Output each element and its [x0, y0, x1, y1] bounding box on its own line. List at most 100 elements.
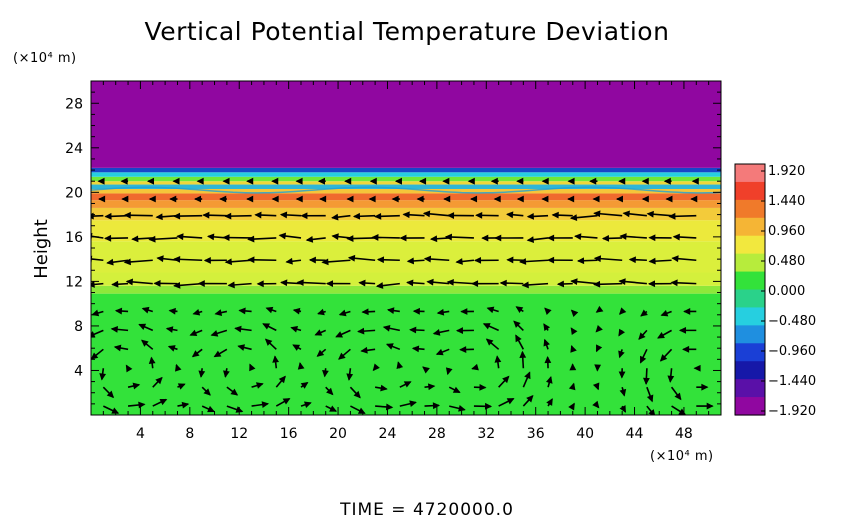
colorbar-label: −0.480 [768, 314, 816, 329]
wind-arrowhead [123, 258, 131, 266]
wind-arrowhead [282, 398, 291, 405]
wind-arrowhead [619, 388, 627, 397]
wind-arrowhead [247, 256, 255, 264]
wind-arrowhead [432, 402, 441, 410]
wind-arrowhead [375, 282, 384, 289]
wind-arrowhead [494, 234, 502, 242]
wind-arrowhead [121, 195, 129, 203]
wind-arrowhead [203, 388, 211, 396]
wind-arrowhead [693, 364, 701, 372]
wind-arrowhead [628, 256, 636, 264]
wind-arrowhead [396, 361, 404, 369]
wind-arrowhead [593, 210, 601, 218]
wind-arrowhead [595, 305, 604, 313]
wind-arrowhead [177, 383, 186, 390]
wind-arrowhead [543, 323, 551, 332]
temperature-layer [91, 193, 721, 201]
wind-arrowhead [646, 210, 654, 218]
wind-arrowhead [682, 345, 690, 353]
wind-arrowhead [546, 398, 553, 406]
wind-arrowhead [189, 329, 198, 337]
wind-arrowhead [543, 338, 550, 347]
wind-arrowhead [222, 177, 230, 185]
wind-arrowhead [210, 330, 219, 337]
wind-arrowhead [601, 234, 610, 242]
wind-arrowhead [335, 331, 343, 338]
wind-arrowhead [173, 212, 181, 220]
wind-arrowhead [138, 401, 146, 409]
wind-arrowhead [322, 369, 329, 378]
wind-arrowhead [460, 308, 468, 315]
y-axis-label: Height [31, 219, 52, 279]
wind-arrowhead [594, 364, 602, 372]
wind-arrowhead [358, 279, 366, 287]
wind-arrowhead [544, 355, 552, 364]
wind-arrowhead [678, 326, 687, 334]
wind-arrowhead [619, 307, 627, 315]
wind-arrowhead [446, 212, 455, 219]
wind-arrowhead [589, 177, 597, 185]
wind-arrowhead [640, 309, 648, 317]
wind-arrowhead [506, 398, 515, 405]
wind-arrowhead [361, 308, 369, 316]
wind-arrowhead [618, 350, 625, 359]
wind-arrowhead [455, 327, 464, 334]
wind-arrowhead [246, 195, 254, 203]
temperature-layer [91, 181, 721, 185]
wind-arrowhead [518, 258, 527, 265]
wind-arrowhead [203, 257, 211, 264]
wind-arrowhead [297, 362, 305, 370]
temperature-layer [91, 176, 721, 182]
wind-arrowhead [110, 326, 118, 333]
wind-arrowhead [196, 177, 204, 185]
wind-arrowhead [574, 233, 582, 241]
x-tick-label: 8 [185, 426, 194, 442]
wind-arrowhead [445, 367, 453, 376]
wind-arrowhead [513, 320, 521, 328]
wind-arrowhead [346, 373, 354, 381]
wind-arrowhead [308, 256, 316, 264]
wind-arrowhead [265, 306, 274, 314]
wind-arrowhead [641, 177, 649, 185]
wind-arrowhead [148, 235, 156, 243]
wind-arrowhead [432, 329, 441, 336]
wind-arrowhead [331, 213, 339, 221]
wind-arrowhead [369, 177, 377, 185]
wind-arrowhead [153, 280, 161, 287]
wind-arrowhead [570, 327, 578, 336]
colorbar-segment [735, 253, 765, 273]
wind-arrowhead [249, 363, 256, 372]
wind-arrowhead [544, 307, 552, 315]
colorbar-label: 1.440 [768, 194, 805, 209]
wind-arrowhead [169, 195, 177, 203]
wind-arrowhead [516, 177, 524, 185]
x-tick-label: 36 [527, 426, 545, 442]
wind-arrowhead [423, 255, 432, 263]
wind-arrowhead [674, 392, 682, 401]
wind-arrowhead [484, 402, 493, 410]
wind-arrowhead [238, 307, 246, 315]
wind-arrowhead [485, 338, 494, 346]
wind-arrowhead [691, 177, 699, 185]
wind-arrowhead [618, 371, 626, 379]
colorbar-segment [735, 271, 765, 291]
wind-arrowhead [285, 257, 293, 265]
wind-arrowhead [213, 350, 222, 358]
wind-arrowhead [104, 234, 112, 242]
colorbar-segment [735, 181, 765, 201]
x-tick-label: 32 [477, 426, 495, 442]
wind-arrowhead [191, 350, 200, 358]
wind-arrowhead [541, 177, 549, 185]
temperature-layer [91, 167, 721, 173]
wind-arrowhead [482, 323, 491, 330]
wind-arrowhead [640, 355, 647, 364]
y-unit-label: (×10⁴ m) [13, 51, 77, 66]
y-axis: 4 8 12 16 20 24 28 [65, 91, 721, 405]
wind-arrowhead [668, 212, 676, 220]
colorbar-segment [735, 164, 765, 183]
colorbar-segment [735, 289, 765, 309]
wind-arrowhead [622, 210, 630, 218]
wind-arrowhead [473, 256, 482, 264]
wind-arrowhead [569, 363, 577, 371]
wind-arrowhead [272, 355, 280, 363]
